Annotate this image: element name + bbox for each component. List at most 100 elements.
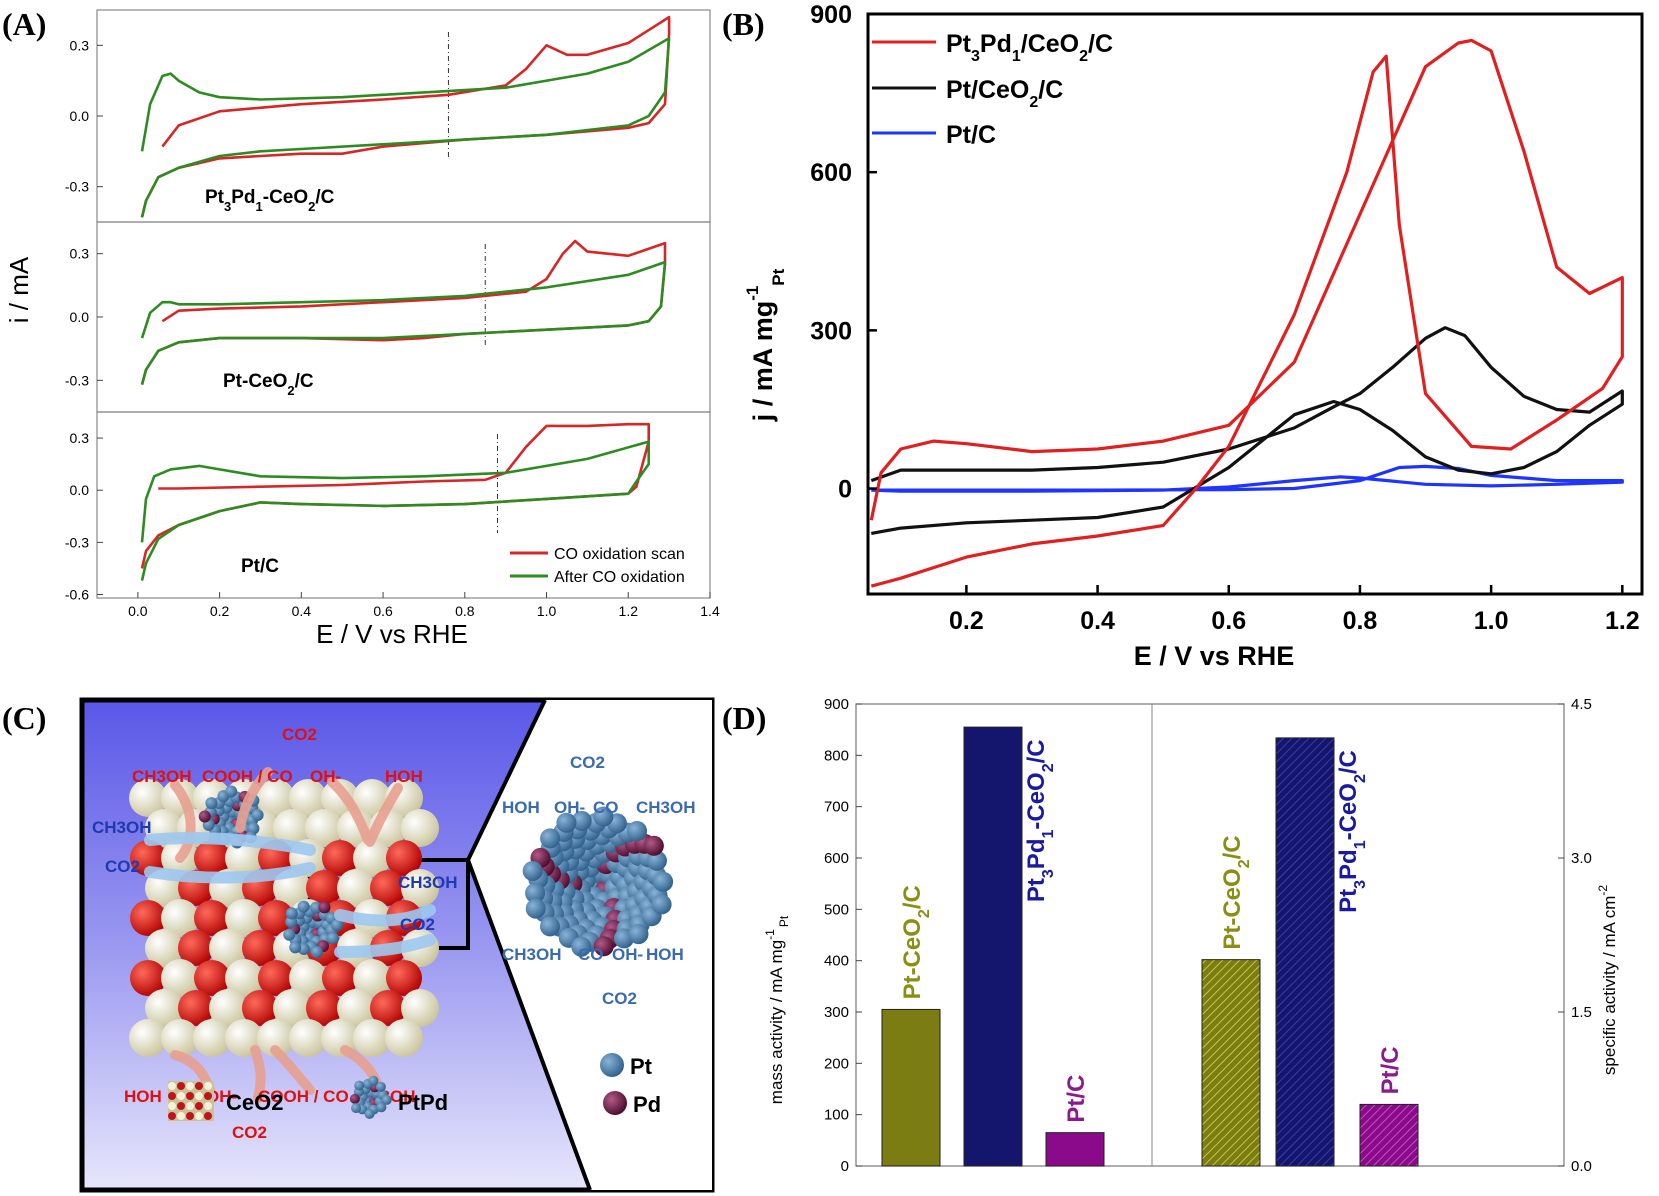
xtick-label: 1.0 [1474,607,1509,635]
pt-atom [205,797,218,810]
ceo2-legend-dot [195,1092,203,1100]
xtick-label: 0.8 [455,603,475,619]
ceo2-legend-dot [204,1082,212,1090]
svg-text:CO2: CO2 [602,989,637,1008]
pt-atom [297,900,310,913]
bar-label: Pt-CeO2/C [899,885,933,999]
pt-atom [627,821,648,842]
pt-atom [368,1075,379,1086]
ytick-left-label: 900 [824,696,849,713]
mass-activity-bar [963,726,1023,1167]
co-oxidation-curve [140,239,667,385]
ceo2-legend-dot [186,1082,194,1090]
ytick-left-label: 800 [824,747,849,764]
specific-activity-bar [1201,959,1261,1167]
ytick-label: 900 [810,1,852,29]
after-co-curve [140,440,650,581]
svg-text:CH3OH: CH3OH [92,818,152,837]
panel-d-ylabel-right: specific activity / mA cm-2 [1596,885,1619,1075]
svg-text:HOH: HOH [646,945,684,964]
pt-atom [646,850,667,871]
svg-text:CO2: CO2 [105,857,140,876]
legend-pt3pd1: Pt3Pd1/CeO2/C [946,30,1113,65]
ceria-sphere [193,1019,231,1057]
ceria-sphere [289,959,327,997]
pt-atom [375,1081,386,1092]
panel-a-chart: -0.3 0.0 0.3 -0.3 0.0 0.3 -0.6 -0.3 0.0 0.3 0.0 0.2… [4,9,720,649]
ceria-sphere [225,959,263,997]
pt-atom [351,1103,362,1114]
legend-pt: Pt [630,1054,653,1079]
sample-label-ptpd: Pt3Pd1-CeO2/C [205,187,335,214]
bar-label: Pt/C [1377,1046,1404,1094]
legend-ptceo2: Pt/CeO2/C [946,76,1063,111]
ytick-label: -0.3 [65,372,89,388]
pt-atom [331,919,344,932]
ytick-label: 0.0 [70,108,90,124]
panel-b-chart: 0 300 600 900 0.2 0.4 0.6 0.8 1.0 1.2 E / V vs RH… [743,1,1644,671]
xtick-label: 1.2 [1605,607,1640,635]
oxygen-sphere [322,840,358,876]
oxygen-sphere [194,960,230,996]
specific-activity-bar [1359,1103,1419,1167]
bar-label: Pt-CeO2/C [1219,835,1253,949]
ytick-label: 0.3 [70,37,90,53]
ceo2-legend-dot [168,1092,176,1100]
ceo2-legend-dot [177,1082,185,1090]
svg-text:mass activity / mA mg-1Pt: mass activity / mA mg-1Pt [763,915,791,1104]
ceria-sphere [273,809,311,847]
xtick-label: 0.6 [1211,607,1246,635]
ceria-sphere [209,929,247,967]
ptpd-zoom-cluster [522,806,674,957]
svg-text:HOH: HOH [124,1087,162,1106]
ytick-left-label: 600 [824,850,849,867]
svg-text:CH3OH: CH3OH [636,798,696,817]
reaction-arrows [170,767,403,1103]
svg-text:OH-: OH- [554,798,585,817]
svg-text:CO2: CO2 [400,915,435,934]
flow-arrows [144,832,436,958]
svg-text:CH3OH: CH3OH [502,945,562,964]
ceria-sphere [161,959,199,997]
ceo2-legend-dot [204,1092,212,1100]
ceria-sphere [257,1019,295,1057]
mass-activity-bar [1045,1132,1105,1167]
ceria-sphere [337,989,375,1027]
ceo2-legend-dot [195,1102,203,1110]
ceria-sphere [289,779,327,817]
pt-atom [310,946,323,959]
oxygen-sphere [242,930,278,966]
pt-atom [522,860,543,881]
ceria-sphere [129,779,167,817]
oxygen-sphere [258,900,294,936]
sample-label-ptceo2: Pt-CeO2/C [223,371,314,398]
svg-text:OH-: OH- [612,945,643,964]
panel-b-ylabel: j / mA mg-1Pt [743,268,788,422]
ytick-right-label: 4.5 [1571,696,1592,713]
oxygen-sphere [386,840,422,876]
xtick-label: 0.0 [128,603,148,619]
pd-atom [593,936,614,957]
ytick-left-label: 100 [824,1107,849,1124]
ytick-label: -0.3 [65,179,89,195]
panel-c-label: (C) [2,700,47,736]
svg-text:CO2: CO2 [570,753,605,772]
series-black [870,326,1624,535]
svg-text:CO2: CO2 [282,725,317,744]
ceo2-legend-dot [195,1112,203,1120]
pt-atom [628,924,649,945]
after-co-curve [140,37,671,218]
ceria-sphere [353,1019,391,1057]
ceo2-legend-dot [177,1092,185,1100]
xtick-label: 0.4 [292,603,312,619]
ceo2-legend-dot [177,1112,185,1120]
pt-atom [653,871,674,892]
pt-atom [285,907,298,920]
mass-activity-bar [881,1008,941,1167]
ceo2-legend-dot [168,1082,176,1090]
ytick-label: 0.3 [70,246,90,262]
oxygen-sphere [386,960,422,996]
ytick-left-label: 0 [841,1158,849,1175]
pt-atom [283,928,296,941]
ytick-label: 600 [810,159,852,187]
